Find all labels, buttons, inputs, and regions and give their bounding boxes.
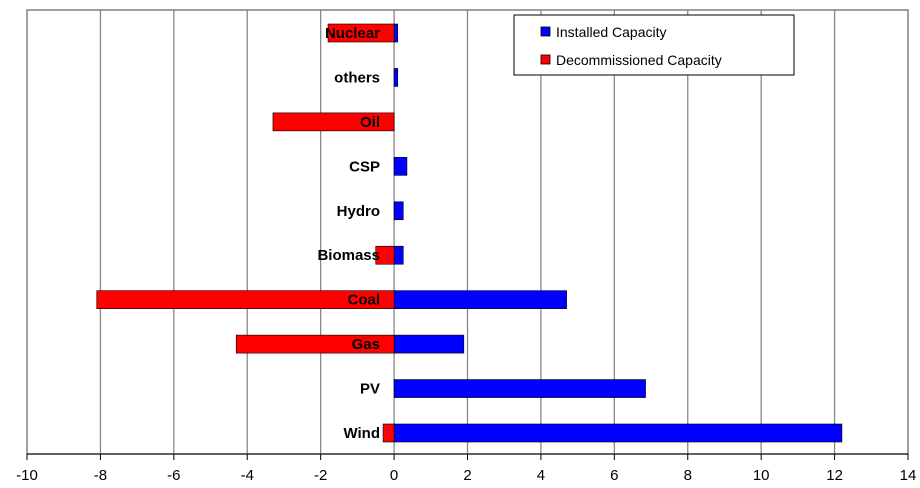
- decommissioned-bar-nuclear: [327, 23, 395, 43]
- x-tick-label: 0: [390, 467, 398, 484]
- decommissioned-bar-biomass: [375, 245, 395, 265]
- decommissioned-bar-coal: [96, 290, 395, 309]
- legend-swatch-installed: [540, 26, 551, 37]
- category-label: Gas: [352, 336, 380, 353]
- x-tick-label: -2: [314, 467, 327, 484]
- category-label: Hydro: [337, 203, 380, 220]
- category-label: Coal: [347, 292, 380, 309]
- category-label: Wind: [343, 425, 380, 442]
- category-label: others: [334, 69, 380, 86]
- installed-bar-hydro: [393, 201, 404, 221]
- bars: [96, 23, 843, 443]
- installed-bar-gas: [393, 334, 465, 354]
- decommissioned-bar-wind: [382, 423, 395, 443]
- installed-bar-coal: [393, 290, 567, 309]
- category-label: CSP: [349, 158, 380, 175]
- x-tick-label: 8: [684, 467, 692, 484]
- x-tick-label: -10: [16, 467, 38, 484]
- legend: Installed Capacity Decommissioned Capaci…: [513, 14, 795, 76]
- category-label: PV: [360, 381, 380, 398]
- x-tick-label: -8: [94, 467, 107, 484]
- x-tick-label: 14: [900, 467, 917, 484]
- legend-swatch-decommissioned: [540, 54, 551, 65]
- x-tick-label: -4: [241, 467, 254, 484]
- installed-bar-others: [393, 68, 399, 87]
- category-labels: Nuclear others Oil CSP Hydro Biomass Coal Gas PV…: [317, 25, 380, 442]
- installed-bar-csp: [393, 157, 408, 176]
- decommissioned-bar-oil: [272, 112, 395, 132]
- category-label: Nuclear: [325, 25, 380, 42]
- x-tick-label: 6: [610, 467, 618, 484]
- x-tick-label: 2: [463, 467, 471, 484]
- x-tick-label: 4: [537, 467, 545, 484]
- category-label: Biomass: [317, 247, 380, 264]
- legend-box: [513, 14, 795, 76]
- installed-bar-wind: [393, 423, 843, 443]
- installed-bar-nuclear: [393, 23, 399, 43]
- x-tick-label: 12: [826, 467, 843, 484]
- legend-label-installed: Installed Capacity: [556, 24, 667, 40]
- x-tick-label: 10: [753, 467, 770, 484]
- category-label: Oil: [360, 114, 380, 131]
- x-axis: -10 -8 -6 -4 -2 0 2 4 6 8 10 12 14: [16, 453, 917, 484]
- installed-bar-biomass: [393, 245, 404, 265]
- decommissioned-bar-gas: [235, 334, 395, 354]
- installed-bar-pv: [393, 379, 646, 398]
- x-tick-label: -6: [167, 467, 180, 484]
- legend-label-decommissioned: Decommissioned Capacity: [556, 52, 722, 68]
